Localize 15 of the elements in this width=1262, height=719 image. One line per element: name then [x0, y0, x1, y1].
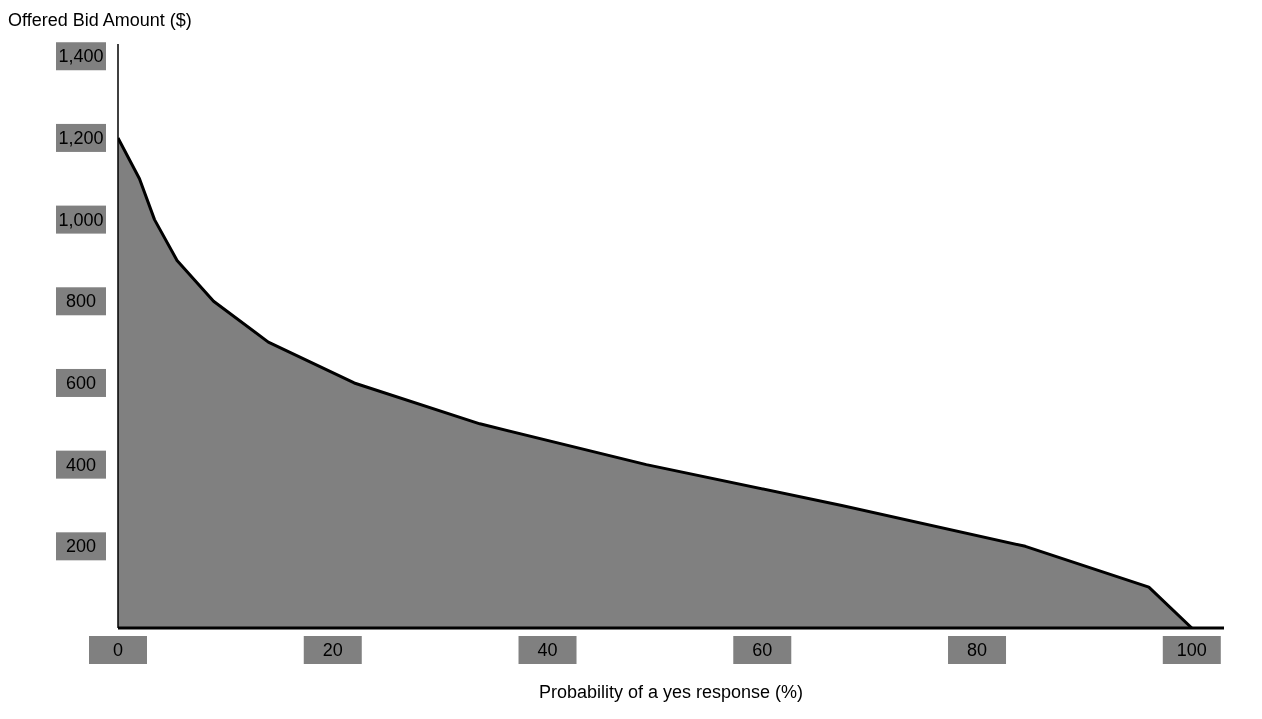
- x-tick-label: 20: [322, 640, 343, 660]
- y-axis-title: Offered Bid Amount ($): [8, 10, 192, 31]
- y-tick-label: 800: [65, 291, 97, 312]
- y-tick-label: 1,000: [58, 209, 104, 230]
- y-tick-label: 1,400: [58, 46, 104, 67]
- x-tick-label: 40: [537, 640, 558, 660]
- y-tick-label: 1,200: [58, 127, 104, 148]
- y-tick-label: 200: [65, 536, 97, 557]
- x-tick-label: 100: [1176, 640, 1207, 660]
- x-tick-label: 0: [112, 640, 124, 660]
- x-tick-label: 80: [967, 640, 988, 660]
- y-tick-label: 600: [65, 372, 97, 393]
- x-axis-title: Probability of a yes response (%): [538, 682, 804, 702]
- x-tick-label: 60: [752, 640, 773, 660]
- y-tick-label: 400: [65, 454, 97, 475]
